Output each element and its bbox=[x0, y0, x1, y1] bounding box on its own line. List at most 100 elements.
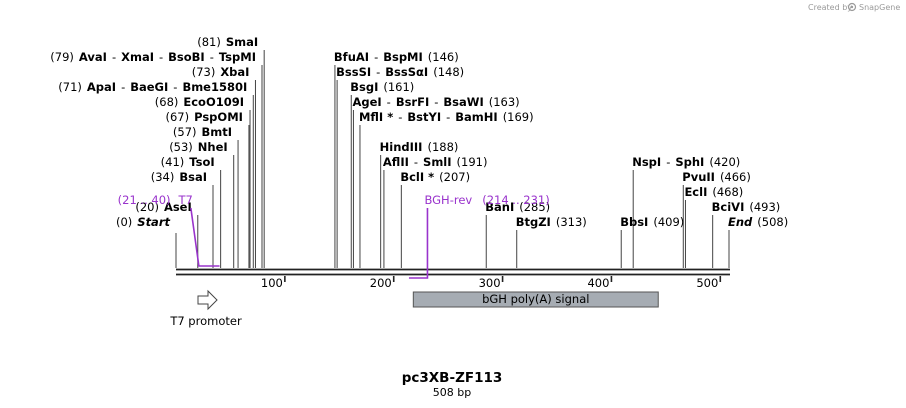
feature-box bbox=[412, 291, 659, 308]
feature-bgh-polya[interactable]: bGH poly(A) signal bbox=[412, 291, 659, 308]
enzyme-name: AvaI bbox=[79, 50, 107, 64]
site-bsssi[interactable]: BssSI - BssSαI (148) bbox=[336, 65, 464, 268]
site-tsoi[interactable]: (41) TsoI bbox=[161, 155, 222, 268]
enzyme-name: End bbox=[728, 215, 753, 229]
site-text: (57) bbox=[173, 125, 197, 139]
site-apai[interactable]: (71) ApaI - BaeGI - Bme1580I bbox=[58, 80, 254, 268]
site-xbai[interactable]: (73) XbaI bbox=[192, 65, 256, 268]
enzyme-name: BtgZI bbox=[516, 215, 551, 229]
enzyme-name: ApaI bbox=[87, 80, 116, 94]
site-text: (53) bbox=[169, 140, 193, 154]
site-text: (81) bbox=[197, 35, 221, 49]
site-text: - bbox=[398, 110, 402, 124]
enzyme-name: AflII bbox=[383, 155, 409, 169]
snapgene-logo-icon bbox=[847, 2, 857, 12]
site-text: - bbox=[112, 50, 116, 64]
feature-t7-promoter[interactable]: T7 promoter bbox=[169, 289, 242, 328]
site-text: (0) bbox=[116, 215, 132, 229]
map-length: 508 bp bbox=[433, 386, 471, 399]
enzyme-name: HindIII bbox=[380, 140, 423, 154]
site-text: (67) bbox=[166, 110, 190, 124]
site-text: (163) bbox=[489, 95, 520, 109]
enzyme-name: PspOMI bbox=[194, 110, 243, 124]
site-aflii[interactable]: AflII - SmlI (191) bbox=[383, 155, 488, 268]
site-bsgi[interactable]: BsgI (161) bbox=[350, 80, 414, 268]
site-text: (169) bbox=[503, 110, 534, 124]
site-text: - bbox=[376, 65, 380, 79]
enzyme-name: XbaI bbox=[220, 65, 249, 79]
site-smai[interactable]: (81) SmaI bbox=[197, 35, 265, 268]
site-text: (148) bbox=[433, 65, 464, 79]
site-nhei[interactable]: (53) NheI bbox=[169, 140, 235, 268]
site-text: (466) bbox=[720, 170, 751, 184]
enzyme-name: BsrFI bbox=[396, 95, 429, 109]
site-bmti[interactable]: (57) BmtI bbox=[173, 125, 239, 268]
site-text: - bbox=[434, 95, 438, 109]
site-text: - bbox=[173, 80, 177, 94]
site-text: - bbox=[666, 155, 670, 169]
site-bcivi[interactable]: BciVI (493) bbox=[712, 200, 781, 268]
site-text: (207) bbox=[439, 170, 470, 184]
site-bani[interactable]: BanI (285) bbox=[485, 200, 550, 268]
site-text: (71) bbox=[58, 80, 82, 94]
enzyme-name: BamHI bbox=[455, 110, 497, 124]
site-text: - bbox=[374, 50, 378, 64]
site-avai[interactable]: (79) AvaI - XmaI - BsoBI - TspMI bbox=[50, 50, 263, 268]
site-text: (313) bbox=[556, 215, 587, 229]
site-ecoo109i[interactable]: (68) EcoO109I bbox=[155, 95, 251, 268]
primer-t7[interactable]: (21 .. 40) T7 bbox=[118, 193, 220, 267]
site-btgzi[interactable]: BtgZI (313) bbox=[516, 215, 587, 268]
credit-text: Created by bbox=[808, 3, 852, 12]
site-text: (68) bbox=[155, 95, 179, 109]
enzyme-name: SphI bbox=[675, 155, 704, 169]
enzyme-name: BsaI bbox=[179, 170, 207, 184]
site-bsai[interactable]: (34) BsaI bbox=[151, 170, 214, 268]
site-hindiii[interactable]: HindIII (188) bbox=[380, 140, 459, 268]
site-bcli[interactable]: BclI * (207) bbox=[400, 170, 470, 268]
site-pvuii[interactable]: PvuII (466) bbox=[682, 170, 751, 268]
site-bfuai[interactable]: BfuAI - BspMI (146) bbox=[334, 50, 459, 268]
site-text: (146) bbox=[428, 50, 459, 64]
enzyme-name: PvuII bbox=[682, 170, 715, 184]
site-text: - bbox=[210, 50, 214, 64]
site-text: (285) bbox=[519, 200, 550, 214]
enzyme-name: BfuAI bbox=[334, 50, 369, 64]
enzyme-name: SmaI bbox=[226, 35, 258, 49]
site-ecli[interactable]: EclI (468) bbox=[684, 185, 743, 268]
enzyme-name: AgeI bbox=[352, 95, 381, 109]
enzyme-name: AseI bbox=[164, 200, 192, 214]
enzyme-name: XmaI bbox=[121, 50, 154, 64]
enzyme-name: TsoI bbox=[189, 155, 214, 169]
site-mfli[interactable]: MflI * - BstYI - BamHI (169) bbox=[359, 110, 534, 268]
site-text: - bbox=[414, 155, 418, 169]
restriction-sites: (81) SmaI(79) AvaI - XmaI - BsoBI - TspMI(73) Xba… bbox=[50, 35, 788, 268]
enzyme-name: BstYI bbox=[407, 110, 441, 124]
site-text: - bbox=[387, 95, 391, 109]
site-bbsi[interactable]: BbsI (409) bbox=[620, 215, 684, 268]
enzyme-name: BsaWI bbox=[443, 95, 483, 109]
enzyme-name: Start bbox=[137, 215, 170, 229]
site-text: (20) bbox=[135, 200, 159, 214]
map-title: pc3XB-ZF113 bbox=[402, 370, 503, 386]
site-text: (79) bbox=[50, 50, 74, 64]
site-asei[interactable]: (20) AseI bbox=[135, 200, 199, 268]
enzyme-name: BssSαI bbox=[385, 65, 428, 79]
site-text: (468) bbox=[712, 185, 743, 199]
feature-label: bGH poly(A) signal bbox=[482, 292, 589, 306]
feature-label: T7 promoter bbox=[169, 314, 242, 328]
site-nspi[interactable]: NspI - SphI (420) bbox=[632, 155, 740, 268]
feature-annotations: T7 promoter bGH poly(A) signal bbox=[169, 289, 659, 328]
site-text: (191) bbox=[457, 155, 488, 169]
site-agei[interactable]: AgeI - BsrFI - BsaWI (163) bbox=[352, 95, 520, 268]
site-text: (188) bbox=[427, 140, 458, 154]
site-end[interactable]: End (508) bbox=[728, 215, 788, 268]
brand-text: SnapGene bbox=[859, 3, 900, 12]
enzyme-name: NspI bbox=[632, 155, 661, 169]
primer-bgh-rev[interactable]: BGH-rev (214 .. 231) bbox=[408, 193, 550, 279]
site-start[interactable]: (0) Start bbox=[116, 215, 177, 268]
enzyme-name: BsgI bbox=[350, 80, 378, 94]
site-psp0mi[interactable]: (67) PspOMI bbox=[166, 110, 250, 268]
enzyme-name: BmtI bbox=[202, 125, 233, 139]
site-text: (420) bbox=[709, 155, 740, 169]
